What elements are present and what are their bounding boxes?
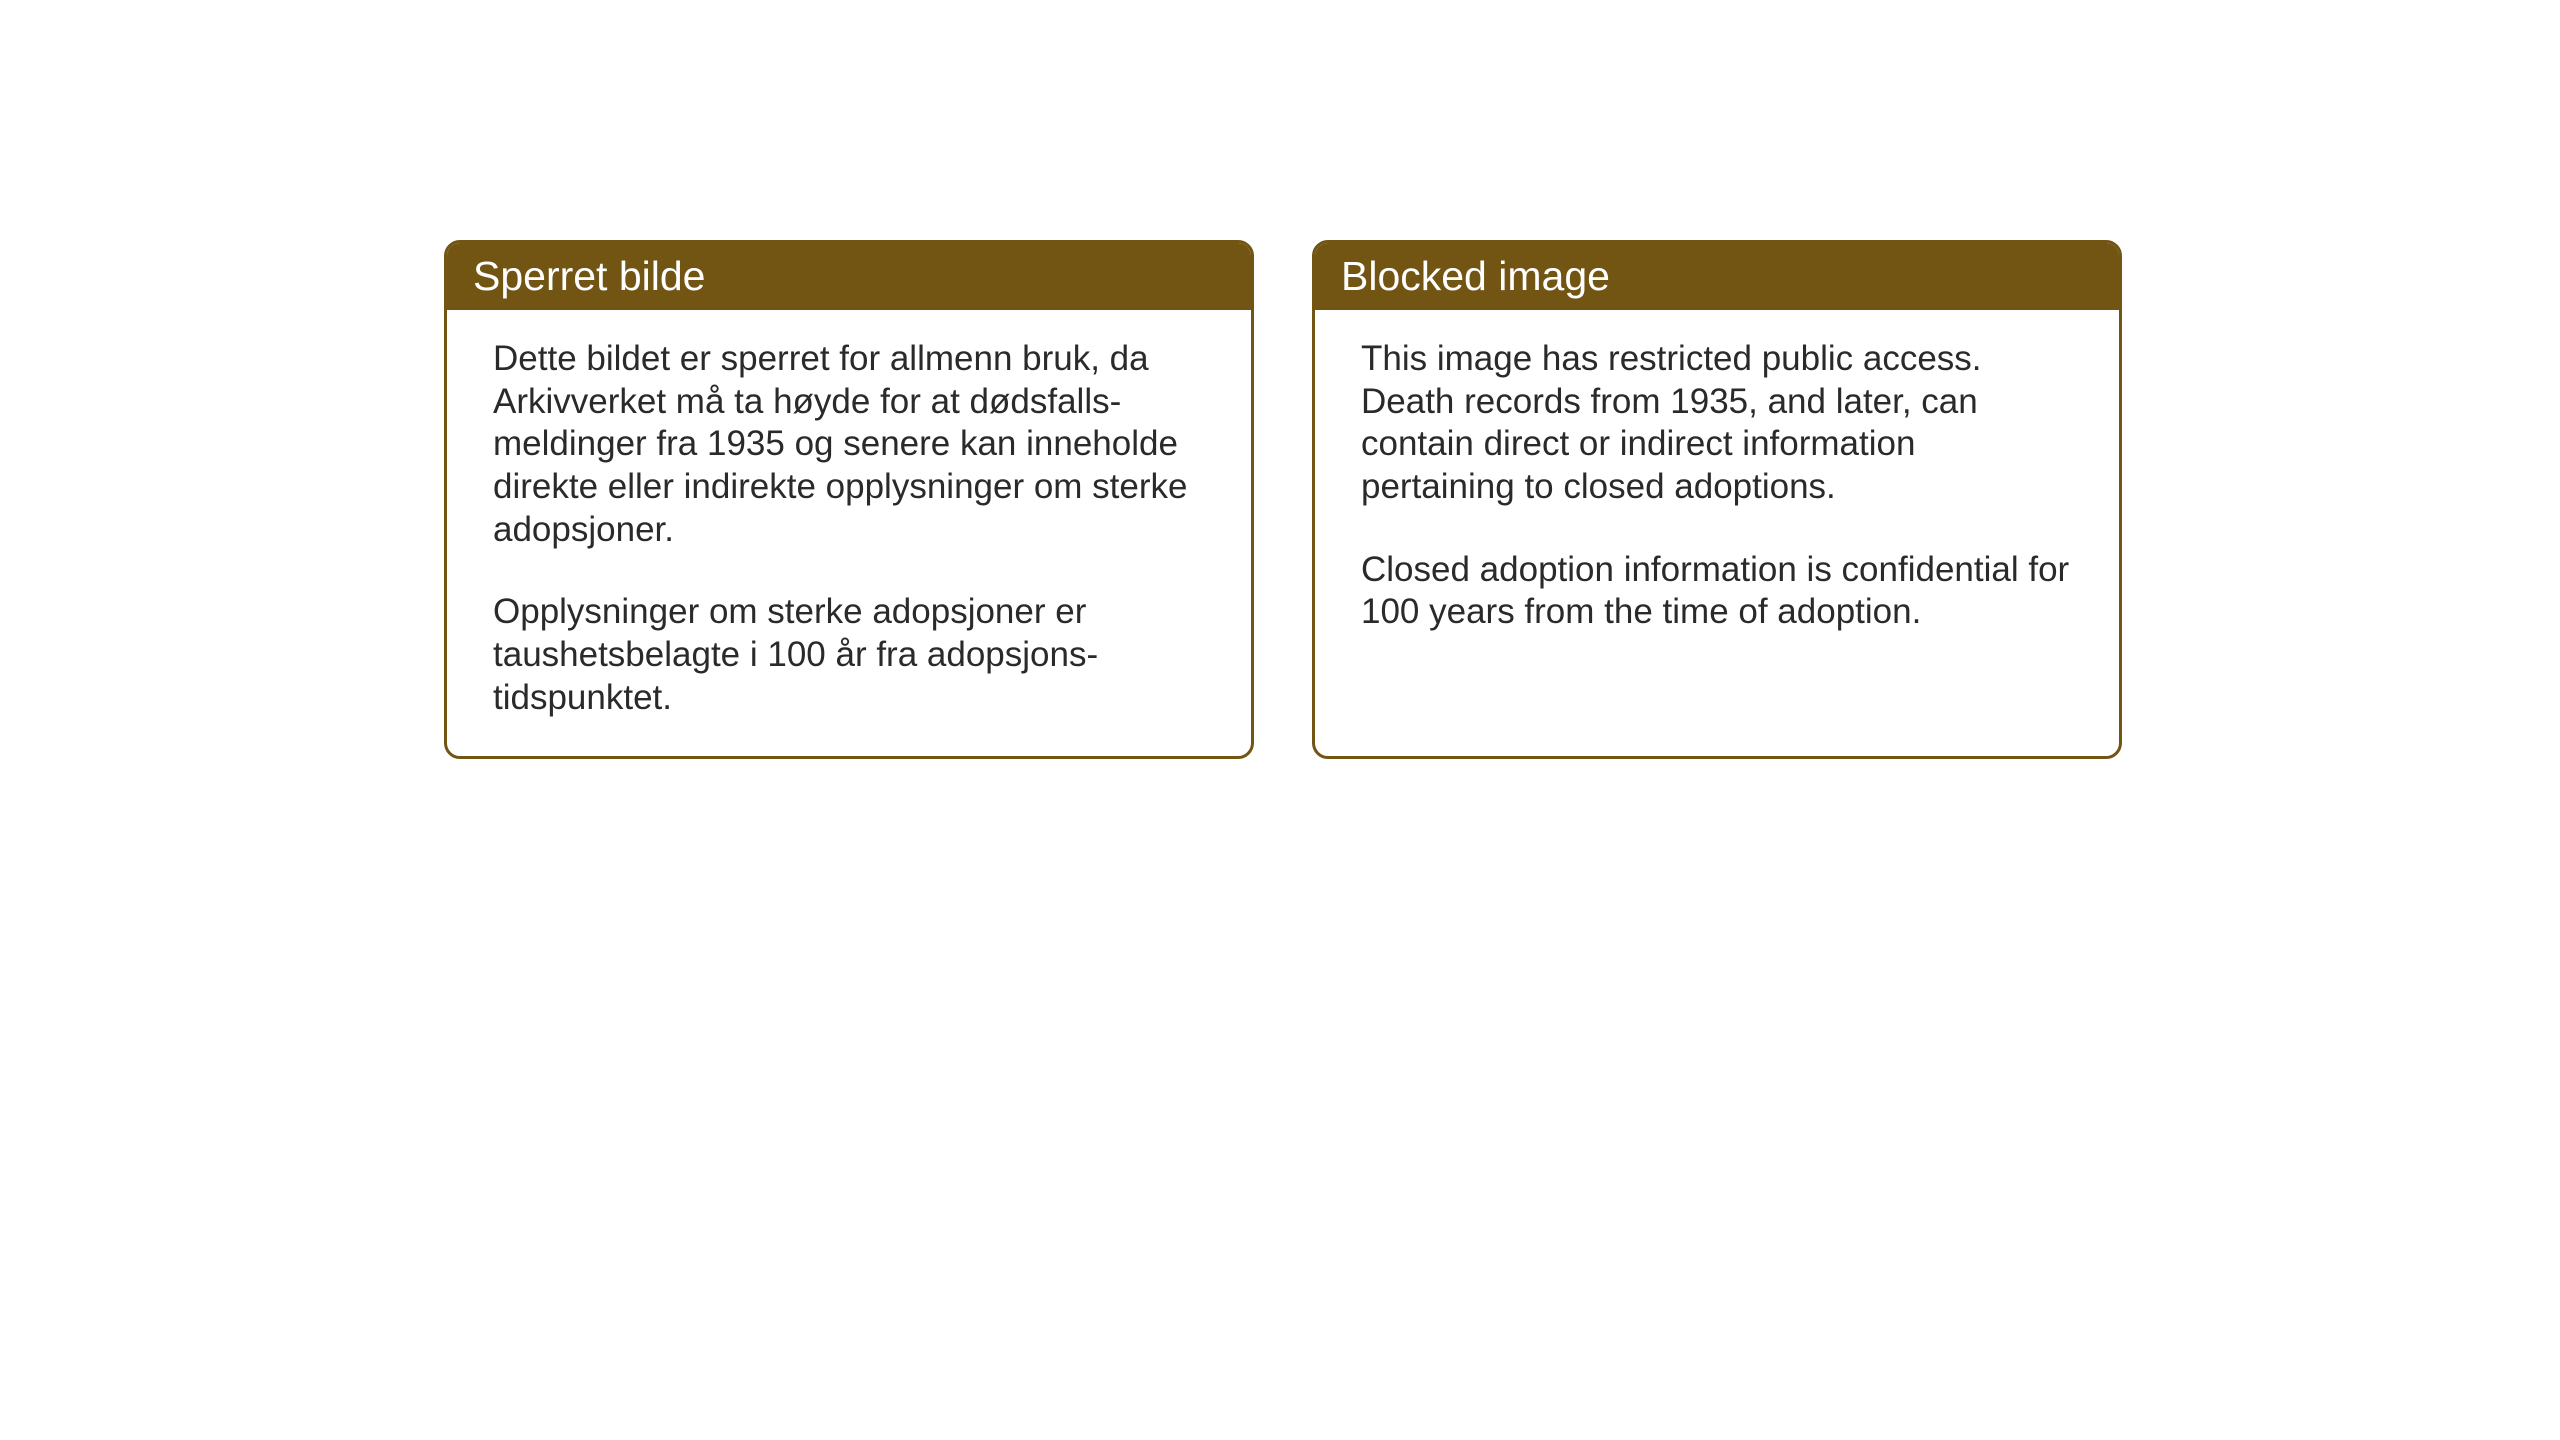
notice-body-norwegian: Dette bildet er sperret for allmenn bruk… (447, 310, 1251, 756)
notice-box-norwegian: Sperret bilde Dette bildet er sperret fo… (444, 240, 1254, 759)
notice-container: Sperret bilde Dette bildet er sperret fo… (444, 240, 2122, 759)
notice-paragraph-1-en: This image has restricted public access.… (1361, 338, 2073, 509)
notice-header-norwegian: Sperret bilde (447, 243, 1251, 310)
notice-header-english: Blocked image (1315, 243, 2119, 310)
notice-paragraph-2-en: Closed adoption information is confident… (1361, 549, 2073, 634)
notice-body-english: This image has restricted public access.… (1315, 310, 2119, 730)
notice-box-english: Blocked image This image has restricted … (1312, 240, 2122, 759)
notice-paragraph-1-no: Dette bildet er sperret for allmenn bruk… (493, 338, 1205, 551)
notice-paragraph-2-no: Opplysninger om sterke adopsjoner er tau… (493, 591, 1205, 719)
